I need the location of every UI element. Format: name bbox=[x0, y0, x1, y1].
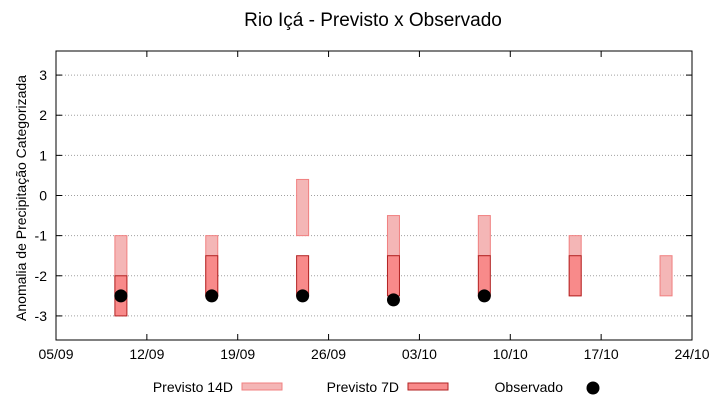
y-tick-label: -2 bbox=[35, 268, 48, 284]
observed-point bbox=[386, 293, 400, 307]
series-observado bbox=[114, 289, 491, 307]
observed-point bbox=[205, 289, 219, 303]
y-axis-ticks: 3 2 1 0 -1 -2 -3 bbox=[35, 67, 692, 324]
legend-label: Previsto 7D bbox=[327, 379, 399, 395]
legend: Previsto 14D Previsto 7D Observado bbox=[153, 379, 600, 395]
legend-swatch bbox=[586, 381, 600, 395]
range-bar bbox=[386, 215, 400, 257]
x-axis-ticks: 05/09 12/09 19/09 26/09 03/10 10/10 17/10 24/10 bbox=[38, 51, 710, 362]
y-tick-label: 1 bbox=[39, 147, 47, 163]
y-axis-label: Anomalia de Precipitação Categorizada bbox=[13, 75, 29, 321]
x-tick-label: 10/10 bbox=[493, 346, 528, 362]
legend-swatch bbox=[241, 382, 283, 391]
x-tick-label: 12/09 bbox=[129, 346, 164, 362]
x-tick-label: 24/10 bbox=[674, 346, 709, 362]
series-previsto-14d bbox=[114, 178, 673, 297]
x-tick-label: 05/09 bbox=[38, 346, 73, 362]
observed-point bbox=[296, 289, 310, 303]
x-tick-label: 03/10 bbox=[402, 346, 437, 362]
range-bar bbox=[386, 255, 400, 297]
range-bar bbox=[477, 215, 491, 257]
grid bbox=[56, 74, 692, 317]
range-bar bbox=[296, 178, 310, 237]
y-tick-label: -1 bbox=[35, 228, 48, 244]
y-tick-label: 0 bbox=[39, 188, 47, 204]
observed-point bbox=[477, 289, 491, 303]
x-tick-label: 19/09 bbox=[220, 346, 255, 362]
chart-title: Rio Içá - Previsto x Observado bbox=[244, 10, 502, 31]
x-tick-label: 17/10 bbox=[584, 346, 619, 362]
observed-point bbox=[114, 289, 128, 303]
legend-label: Previsto 14D bbox=[153, 379, 233, 395]
y-tick-label: -3 bbox=[35, 308, 48, 324]
legend-swatch bbox=[407, 382, 449, 391]
range-bar bbox=[568, 255, 582, 297]
y-tick-label: 3 bbox=[39, 67, 47, 83]
x-tick-label: 26/09 bbox=[311, 346, 346, 362]
legend-label: Observado bbox=[495, 379, 564, 395]
series-previsto-7d bbox=[114, 255, 582, 317]
y-tick-label: 2 bbox=[39, 107, 47, 123]
range-bar bbox=[659, 255, 673, 297]
